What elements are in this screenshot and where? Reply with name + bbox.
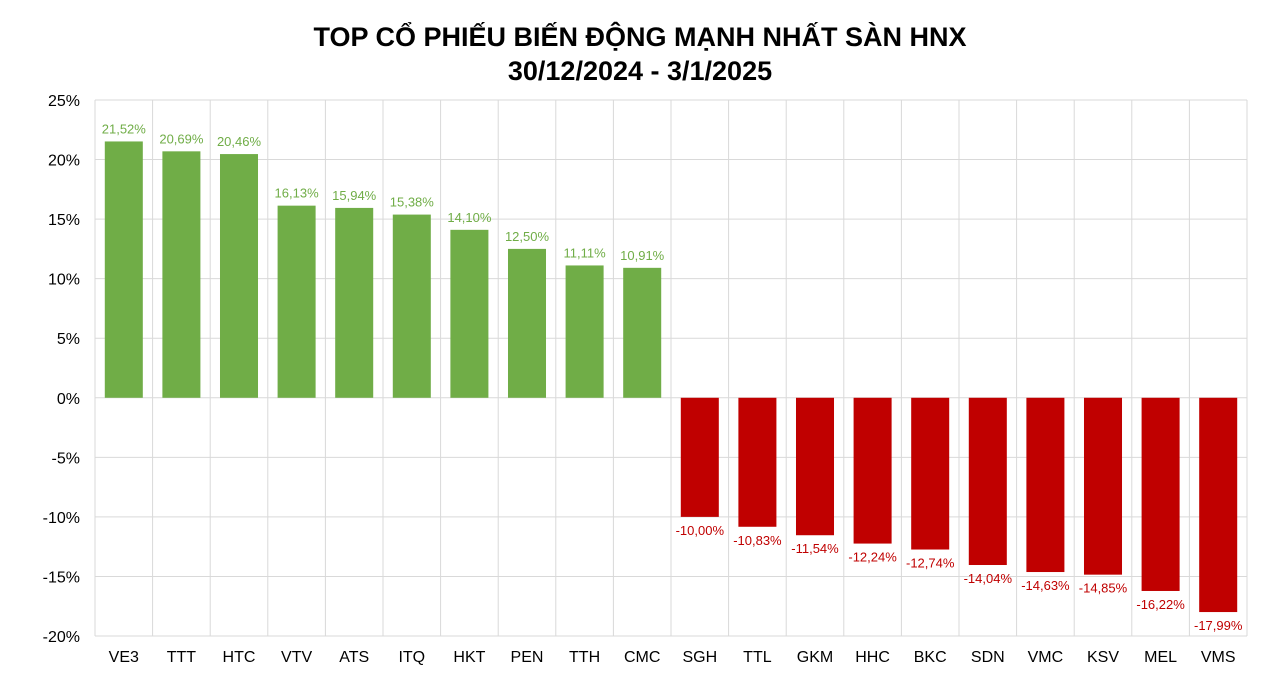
bar-mel (1141, 397, 1180, 591)
data-label: 11,11% (564, 245, 607, 260)
x-tick-label: BKC (914, 649, 947, 666)
bar-tth (565, 265, 604, 398)
x-tick-label: ATS (339, 649, 369, 666)
x-axis-ticks: VE3 TTT HTC VTV ATS ITQ HKT PEN TTH CMC SGH TTL GKM H… (109, 649, 1236, 666)
y-tick-label: 20% (48, 153, 80, 170)
data-label: 20,46% (217, 134, 262, 149)
bar-ttl (738, 397, 777, 527)
y-tick-label: -5% (52, 450, 80, 467)
x-tick-label: SGH (682, 649, 717, 666)
y-tick-label: 0% (57, 391, 80, 408)
bar-cmc (623, 267, 662, 398)
data-label: -14,04% (964, 571, 1013, 586)
x-tick-label: HTC (223, 649, 256, 666)
x-tick-label: TTT (167, 649, 197, 666)
y-tick-label: 25% (48, 93, 80, 110)
data-label: -10,00% (676, 523, 725, 538)
data-label: -17,99% (1194, 618, 1243, 633)
bar-sgh (680, 397, 719, 517)
bar-hhc (853, 397, 892, 544)
x-tick-label: VMC (1028, 649, 1064, 666)
data-label: 21,52% (102, 121, 147, 136)
x-tick-label: VE3 (109, 649, 139, 666)
y-tick-label: -15% (43, 569, 80, 586)
data-label: 14,10% (447, 210, 492, 225)
bar-ksv (1083, 397, 1123, 575)
bar-vtv (277, 205, 316, 398)
bars (104, 141, 1238, 613)
x-tick-label: GKM (797, 649, 833, 666)
chart-title: TOP CỔ PHIẾU BIẾN ĐỘNG MẠNH NHẤT SÀN HNX (313, 22, 967, 52)
bar-hkt (450, 229, 489, 398)
bar-vms (1199, 397, 1238, 613)
bar-ve3 (104, 141, 143, 398)
bar-htc (219, 154, 259, 398)
bar-vmc (1026, 397, 1065, 573)
x-tick-label: ITQ (398, 649, 425, 666)
bar-itq (392, 214, 431, 398)
data-label: 16,13% (275, 186, 320, 201)
bar-sdn (968, 397, 1007, 566)
bar-gkm (795, 397, 835, 536)
x-tick-label: KSV (1087, 649, 1119, 666)
data-label: -14,63% (1021, 578, 1070, 593)
data-label: -12,24% (848, 550, 897, 565)
x-tick-label: MEL (1144, 649, 1177, 666)
data-label: -11,54% (791, 541, 839, 556)
x-tick-label: VTV (281, 649, 312, 666)
data-label: -16,22% (1136, 597, 1185, 612)
x-tick-label: CMC (624, 649, 660, 666)
y-tick-label: 15% (48, 212, 80, 229)
gridlines (94, 99, 1248, 637)
y-tick-label: 10% (48, 272, 80, 289)
data-label: -10,83% (733, 533, 782, 548)
data-label: -14,85% (1079, 581, 1128, 596)
bar-ttt (162, 151, 201, 398)
x-tick-label: HHC (855, 649, 890, 666)
data-label: 12,50% (505, 229, 550, 244)
bar-ats (335, 207, 374, 398)
x-tick-label: TTH (569, 649, 600, 666)
y-tick-label: 5% (57, 331, 80, 348)
bar-bkc (911, 397, 950, 550)
data-labels: 21,52% 20,69% 20,46% 16,13% 15,94% 15,38% 14,1… (102, 121, 1243, 633)
data-label: 15,94% (332, 188, 377, 203)
x-tick-label: TTL (743, 649, 772, 666)
chart-subtitle: 30/12/2024 - 3/1/2025 (507, 56, 773, 86)
x-tick-label: SDN (971, 649, 1005, 666)
data-label: 10,91% (620, 248, 665, 263)
bar-pen (507, 248, 547, 398)
x-tick-label: VMS (1201, 649, 1236, 666)
x-tick-label: HKT (453, 649, 485, 666)
y-axis-ticks: 25% 20% 15% 10% 5% 0% -5% -10% -15% -20% (43, 93, 80, 646)
x-tick-label: PEN (511, 649, 544, 666)
data-label: -12,74% (906, 556, 955, 571)
data-label: 15,38% (390, 195, 435, 210)
data-label: 20,69% (159, 131, 204, 146)
y-tick-label: -20% (43, 629, 80, 646)
y-tick-label: -10% (43, 510, 80, 527)
